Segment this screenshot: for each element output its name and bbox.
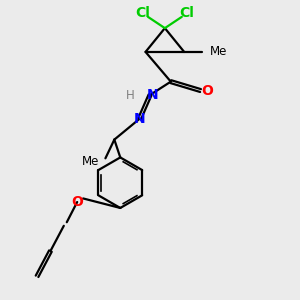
Text: Cl: Cl [135,6,150,20]
Text: O: O [201,84,213,98]
Text: N: N [134,112,146,126]
Text: Me: Me [209,45,227,58]
Text: Cl: Cl [180,6,195,20]
Text: N: N [147,88,158,102]
Text: O: O [71,195,83,209]
Text: H: H [126,88,135,101]
Text: Me: Me [82,155,99,168]
